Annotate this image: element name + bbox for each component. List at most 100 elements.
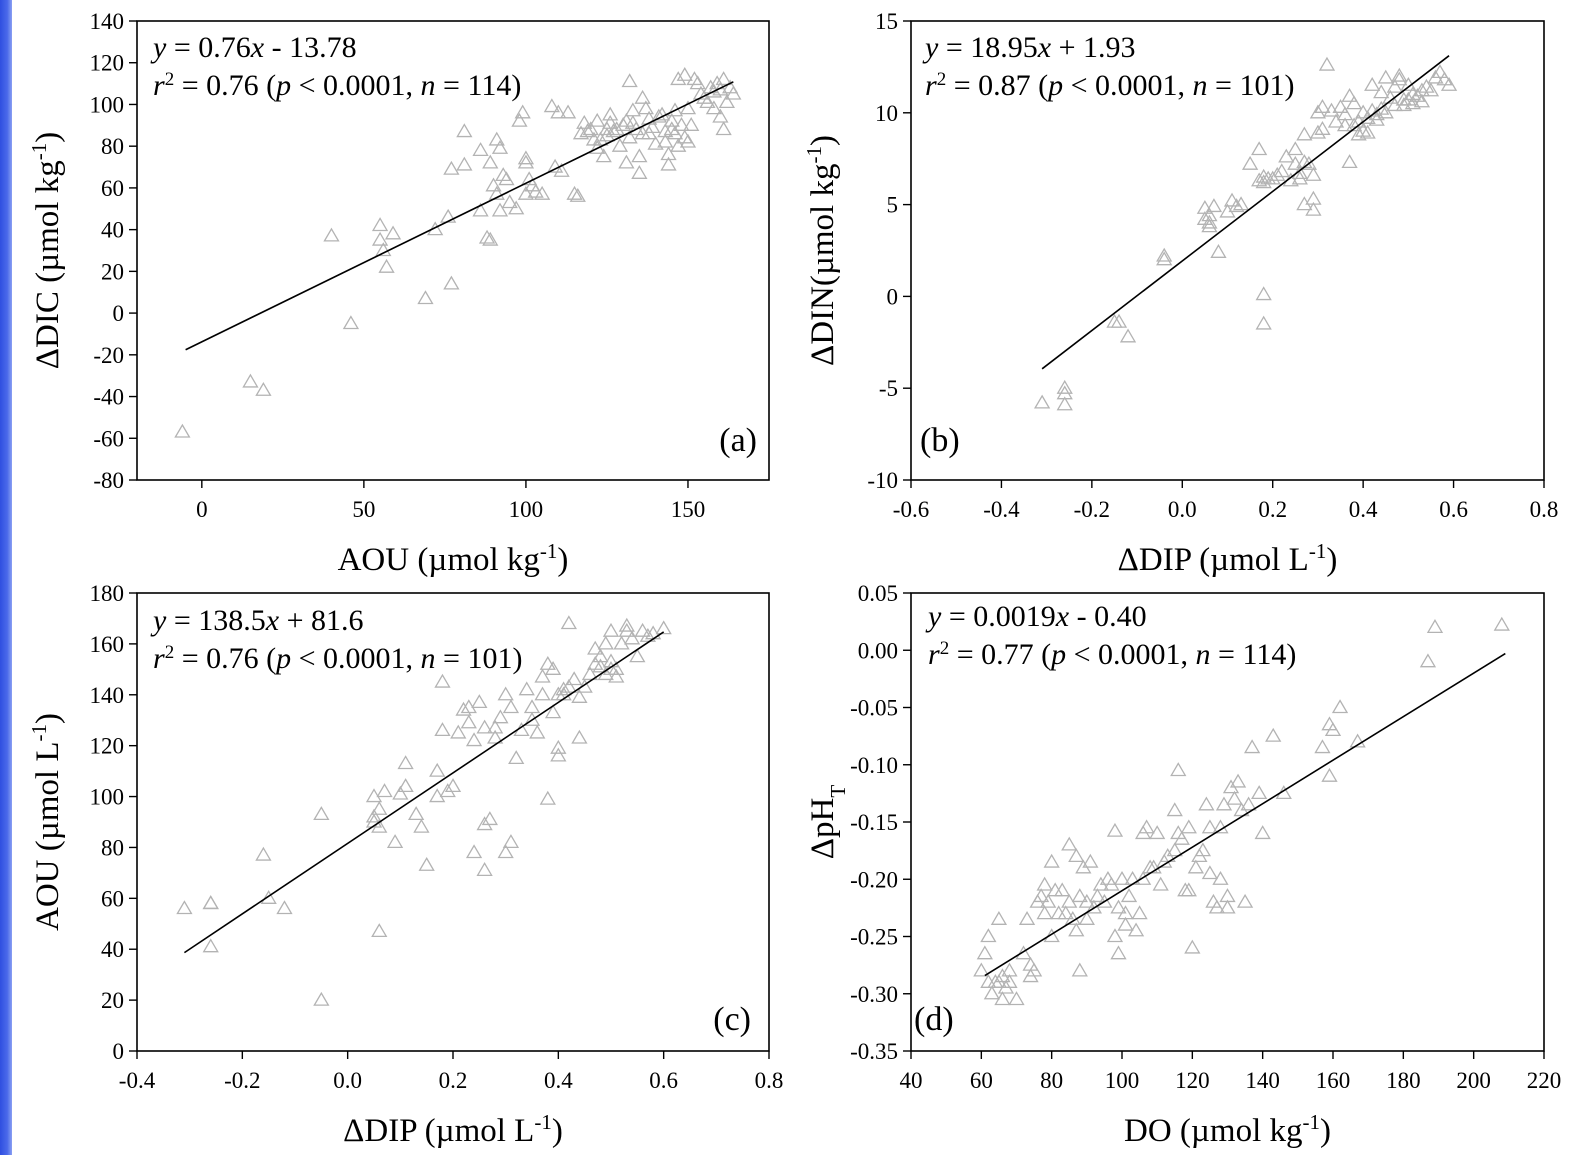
y-tick-label: 100 bbox=[90, 785, 125, 810]
data-point bbox=[1201, 218, 1218, 233]
data-point bbox=[639, 627, 656, 642]
data-point bbox=[1078, 911, 1095, 925]
data-point bbox=[1061, 836, 1078, 851]
data-point bbox=[342, 315, 360, 330]
data-point bbox=[1419, 653, 1437, 668]
y-tick-label: 0.00 bbox=[858, 638, 898, 663]
regression-equation: y = 0.0019x - 0.40 r2 = 0.77 (p < 0.0001,… bbox=[925, 600, 1296, 671]
data-point bbox=[1321, 716, 1338, 731]
data-point bbox=[1180, 882, 1197, 897]
data-point bbox=[529, 724, 546, 739]
data-point bbox=[618, 622, 635, 637]
panel-label: (c) bbox=[713, 1001, 751, 1038]
x-tick-label: -0.2 bbox=[224, 1068, 260, 1093]
data-point bbox=[1440, 76, 1458, 91]
data-point bbox=[417, 290, 434, 305]
data-point bbox=[202, 895, 219, 910]
data-point bbox=[1201, 865, 1219, 880]
data-point bbox=[1251, 785, 1268, 800]
regression-line bbox=[185, 81, 734, 351]
y-tick-label: -0.25 bbox=[850, 925, 898, 950]
data-point bbox=[1106, 928, 1124, 943]
regression-equation: y = 18.95x + 1.93 r2 = 0.87 (p < 0.0001, … bbox=[922, 31, 1294, 102]
data-point bbox=[602, 653, 620, 668]
data-point bbox=[1382, 89, 1399, 104]
data-point bbox=[202, 938, 219, 953]
data-point bbox=[1323, 102, 1340, 117]
data-point bbox=[418, 856, 435, 871]
data-point bbox=[653, 106, 671, 121]
data-point bbox=[1314, 739, 1331, 754]
y-tick-label: -40 bbox=[93, 385, 124, 410]
chart-panel-b: -0.6 -0.4 -0.2 0.0 0.2 0.4 0.6 0.8 -10 -5 0 5 10 15 ΔD… bbox=[802, 9, 1558, 578]
data-point bbox=[1229, 773, 1247, 788]
data-point bbox=[699, 94, 716, 109]
data-point bbox=[1210, 244, 1227, 258]
data-point bbox=[1198, 796, 1215, 811]
data-point bbox=[980, 928, 997, 943]
data-point bbox=[679, 133, 697, 148]
y-tick-label: -0.30 bbox=[850, 982, 898, 1007]
data-point bbox=[1110, 945, 1127, 960]
data-point bbox=[608, 661, 625, 675]
data-point bbox=[392, 785, 409, 800]
data-point bbox=[1071, 962, 1088, 977]
data-point bbox=[1170, 762, 1187, 777]
data-point bbox=[1493, 616, 1510, 631]
data-point bbox=[581, 666, 599, 681]
data-point bbox=[543, 98, 560, 113]
data-point bbox=[472, 202, 489, 217]
data-point bbox=[1426, 619, 1444, 633]
data-point bbox=[397, 755, 414, 770]
data-point bbox=[1318, 56, 1336, 71]
data-point bbox=[371, 231, 389, 246]
scatter-points bbox=[1033, 56, 1458, 411]
data-point bbox=[514, 104, 531, 119]
x-tick-label: 0.8 bbox=[1530, 497, 1559, 522]
data-point bbox=[1345, 117, 1363, 132]
data-point bbox=[1119, 328, 1137, 343]
data-point bbox=[1110, 313, 1128, 328]
data-point bbox=[1431, 64, 1449, 79]
data-point bbox=[1243, 739, 1261, 754]
data-point bbox=[434, 673, 451, 688]
data-point bbox=[634, 622, 651, 637]
data-point bbox=[1269, 166, 1286, 181]
data-point bbox=[476, 816, 493, 831]
data-point bbox=[323, 227, 340, 242]
x-tick-label: 0.8 bbox=[755, 1068, 784, 1093]
data-point bbox=[613, 635, 630, 650]
regression-line bbox=[183, 631, 665, 954]
data-point bbox=[715, 121, 732, 136]
data-point bbox=[471, 694, 488, 709]
data-point bbox=[657, 133, 674, 148]
data-point bbox=[666, 125, 684, 140]
plot-frame bbox=[910, 20, 1545, 481]
data-point bbox=[439, 783, 456, 798]
data-point bbox=[1404, 95, 1422, 110]
y-tick-label: 10 bbox=[875, 101, 898, 126]
data-point bbox=[242, 373, 259, 388]
data-point bbox=[487, 729, 504, 744]
data-point bbox=[1336, 117, 1354, 132]
y-tick-label: 60 bbox=[101, 886, 124, 911]
x-tick-label: 0.4 bbox=[544, 1068, 573, 1093]
data-point bbox=[1324, 722, 1342, 737]
regression-line bbox=[984, 652, 1506, 977]
data-point bbox=[534, 686, 551, 701]
data-point bbox=[456, 156, 473, 171]
data-point bbox=[1254, 825, 1271, 840]
x-axis-label: DO (µmol kg-1) bbox=[1124, 1110, 1331, 1149]
y-tick-label: -5 bbox=[879, 376, 898, 401]
data-point bbox=[444, 778, 462, 793]
data-point bbox=[640, 110, 658, 125]
data-point bbox=[255, 846, 272, 861]
x-tick-label: 140 bbox=[1245, 1068, 1280, 1093]
data-point bbox=[629, 648, 646, 663]
data-point bbox=[365, 808, 383, 823]
data-point bbox=[602, 114, 619, 129]
data-point bbox=[1036, 905, 1053, 920]
data-point bbox=[1331, 699, 1349, 714]
x-tick-label: 80 bbox=[1040, 1068, 1063, 1093]
x-tick-label: 0.4 bbox=[1349, 497, 1378, 522]
